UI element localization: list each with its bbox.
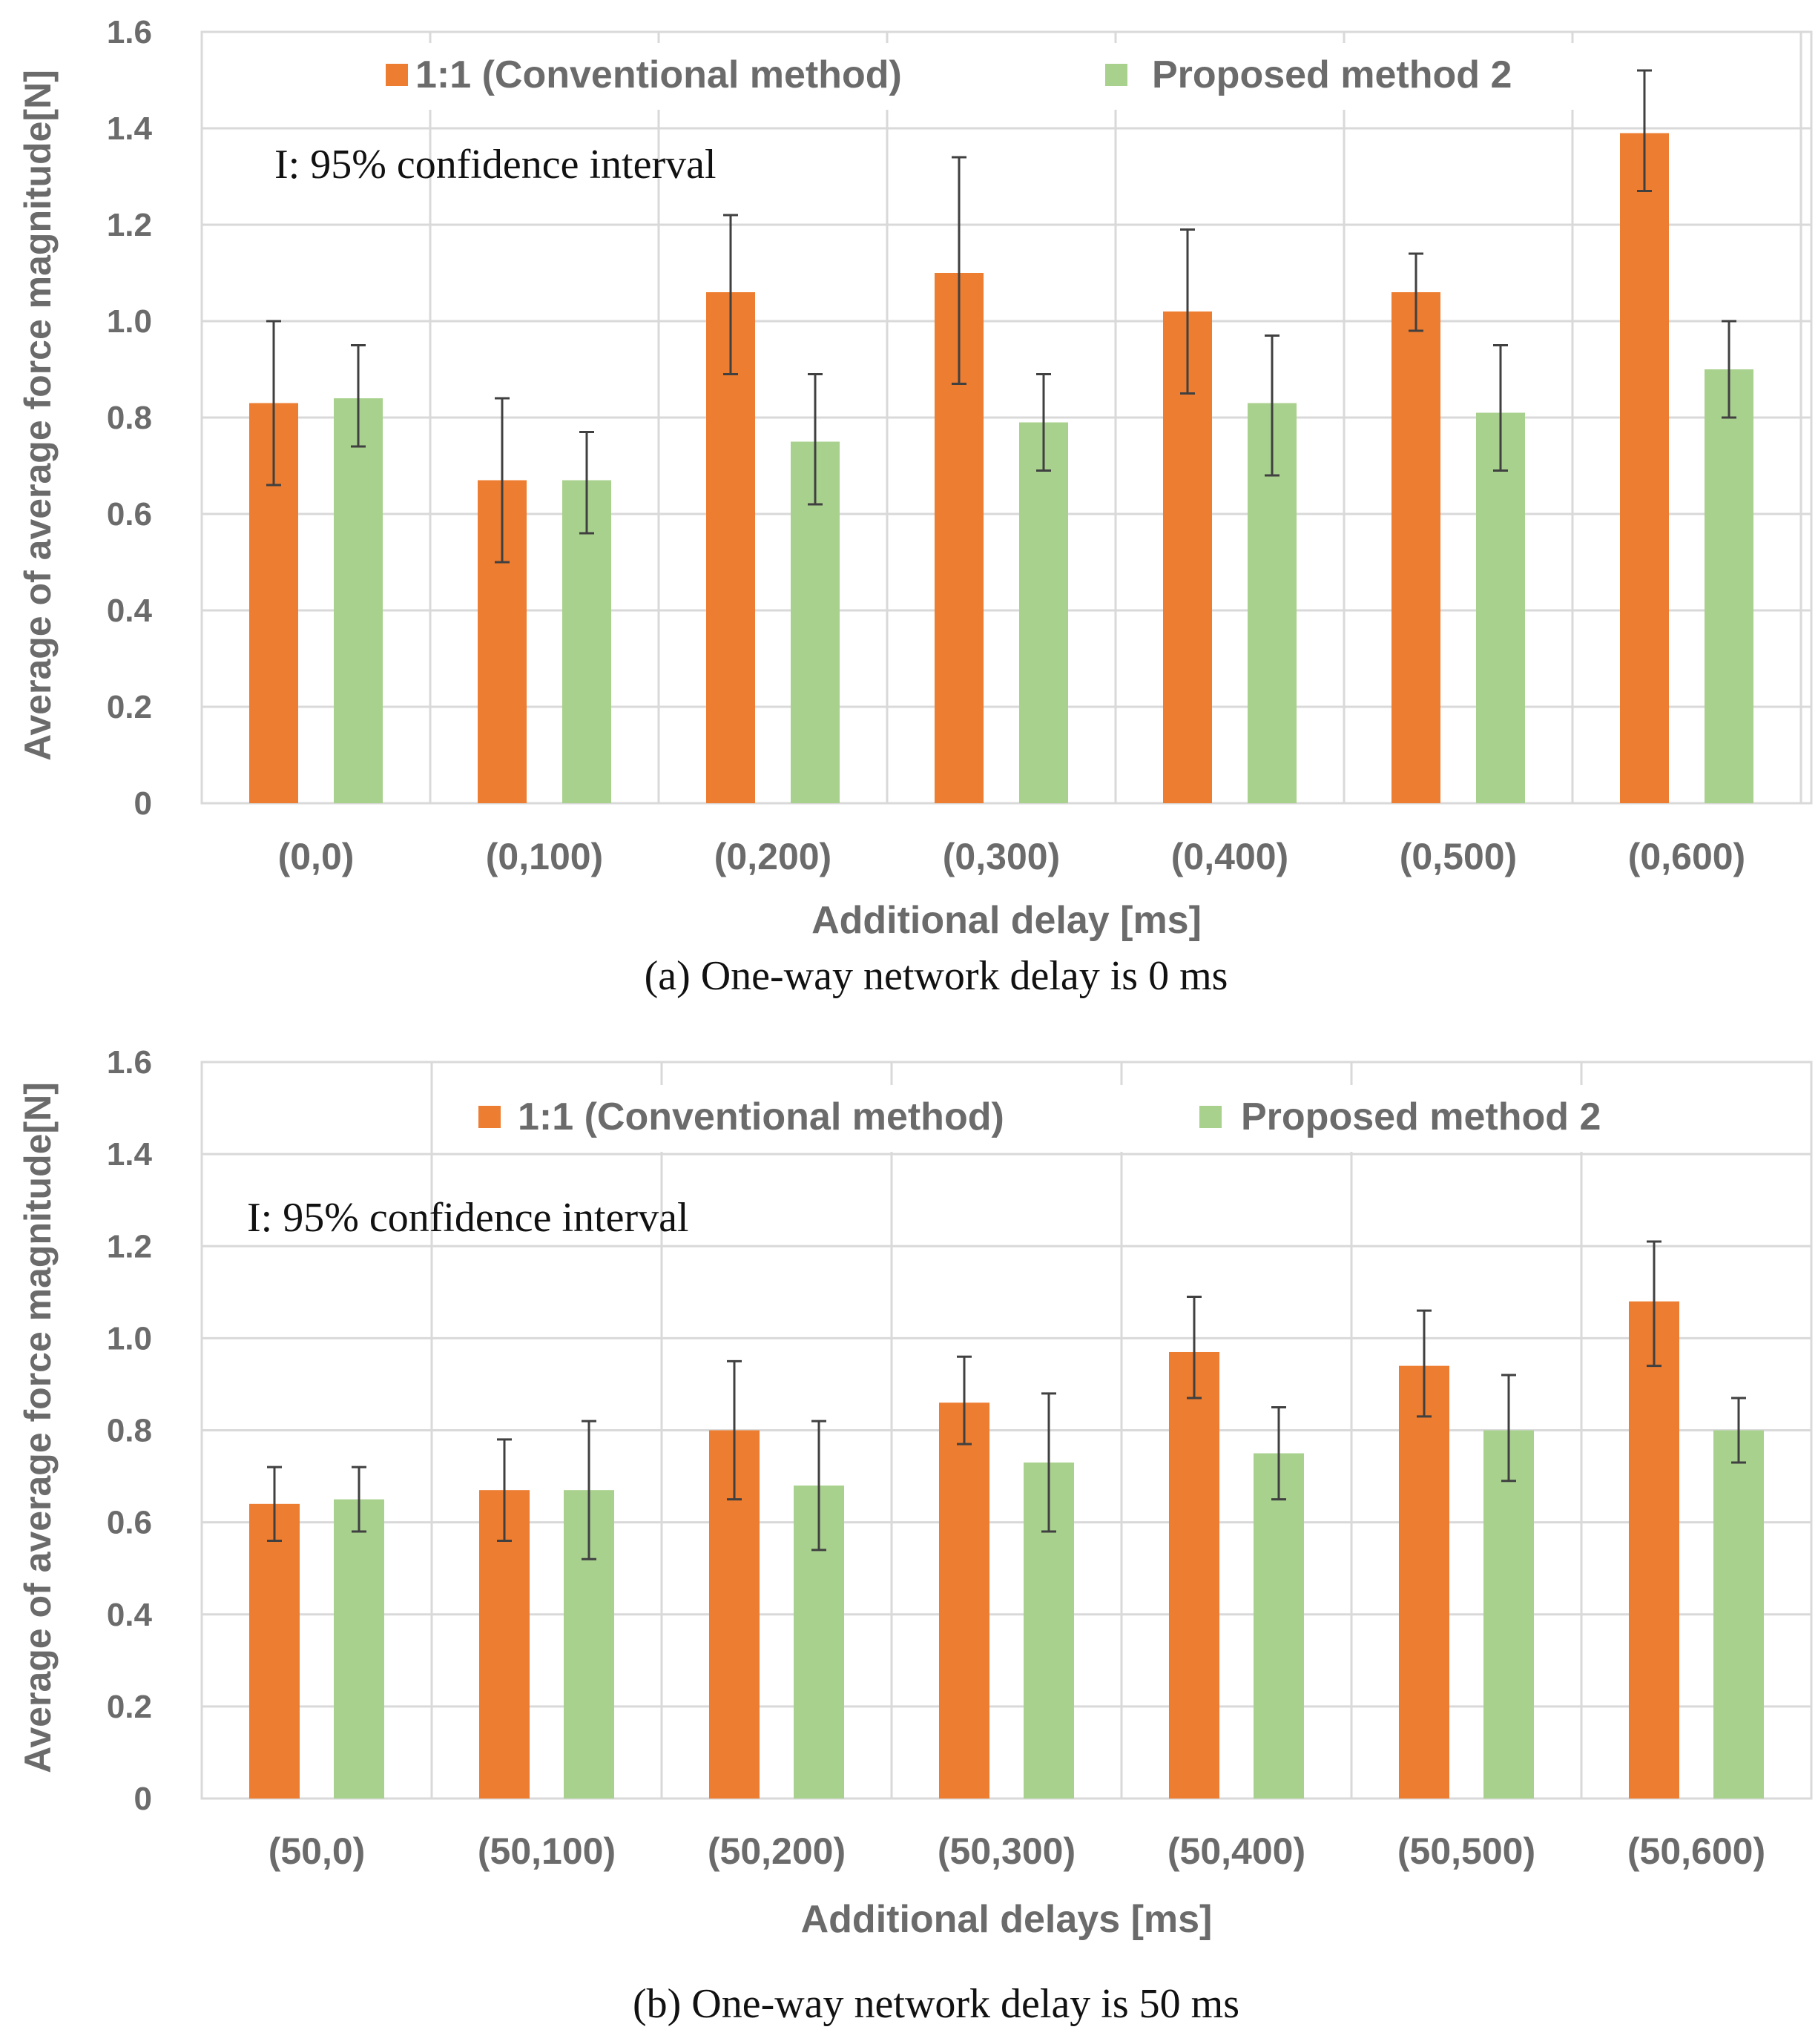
bar-conventional-(0,500) — [1392, 292, 1440, 803]
bar-proposed-(0,0) — [334, 398, 383, 803]
bar-proposed-(50,500) — [1483, 1430, 1534, 1799]
legend-label-conventional: 1:1 (Conventional method) — [415, 53, 902, 96]
y-tick-label: 0 — [134, 1781, 152, 1817]
y-tick-label: 1.6 — [107, 14, 152, 50]
x-tick-label: (0,500) — [1400, 836, 1517, 877]
bar-conventional-(50,400) — [1169, 1351, 1219, 1799]
legend-background — [464, 1085, 1695, 1152]
y-tick-label: 0.2 — [107, 689, 152, 725]
x-tick-label: (0,600) — [1628, 836, 1745, 877]
y-tick-label: 0.8 — [107, 1413, 152, 1449]
y-tick-label: 0 — [134, 785, 152, 822]
bar-proposed-(0,600) — [1705, 369, 1753, 803]
bar-conventional-(50,600) — [1629, 1301, 1679, 1799]
confidence-note: I: 95% confidence interval — [274, 142, 717, 188]
bar-proposed-(50,0) — [334, 1499, 384, 1799]
x-tick-label: (50,200) — [708, 1830, 846, 1872]
legend-swatch-conventional — [478, 1106, 501, 1128]
y-tick-label: 0.8 — [107, 400, 152, 436]
bar-conventional-(0,200) — [706, 292, 755, 803]
bar-conventional-(50,300) — [939, 1402, 989, 1799]
x-tick-label: (50,500) — [1397, 1830, 1535, 1872]
chart-panel-b: 0 0.2 0.4 0.6 0.8 1.0 1.2 1.4 1.6 (50,0) (50,100) (… — [17, 1044, 1813, 2027]
figure-caption: (a) One-way network delay is 0 ms — [645, 953, 1228, 999]
x-tick-label: (50,100) — [478, 1830, 616, 1872]
legend-label-proposed: Proposed method 2 — [1152, 53, 1512, 96]
y-tick-label: 0.2 — [107, 1689, 152, 1725]
x-tick-label: (0,200) — [714, 836, 831, 877]
y-axis-title: Average of average force magnitude[N] — [17, 1082, 59, 1773]
y-tick-label: 1.4 — [107, 1136, 153, 1173]
y-tick-label: 0.4 — [107, 593, 153, 629]
legend-swatch-proposed — [1199, 1106, 1222, 1128]
bar-proposed-(0,500) — [1476, 412, 1525, 803]
x-axis-title: Additional delays [ms] — [801, 1898, 1213, 1941]
bar-proposed-(0,300) — [1019, 422, 1068, 803]
x-tick-label: (50,0) — [269, 1830, 366, 1872]
legend-label-proposed: Proposed method 2 — [1241, 1095, 1601, 1138]
y-tick-label: 1.4 — [107, 111, 153, 147]
bar-proposed-(50,600) — [1713, 1430, 1764, 1799]
y-axis-title: Average of average force magnitude[N] — [17, 70, 59, 761]
figure-caption: (b) One-way network delay is 50 ms — [633, 1981, 1239, 2027]
y-tick-label: 0.6 — [107, 1505, 152, 1541]
legend-swatch-proposed — [1105, 64, 1127, 86]
y-tick-label: 1.6 — [107, 1044, 152, 1081]
chart-panel-a: 0 0.2 0.4 0.6 0.8 1.0 1.2 1.4 1.6 (0,0) (0,100) (0,… — [17, 14, 1813, 999]
bar-conventional-(50,0) — [249, 1503, 300, 1799]
y-tick-label: 1.0 — [107, 1320, 152, 1356]
legend-background — [371, 43, 1602, 110]
bar-proposed-(50,400) — [1254, 1453, 1304, 1799]
y-tick-label: 1.0 — [107, 303, 152, 340]
confidence-note: I: 95% confidence interval — [247, 1195, 689, 1241]
x-tick-label: (50,400) — [1167, 1830, 1305, 1872]
x-tick-label: (0,0) — [278, 836, 355, 877]
bar-conventional-(0,600) — [1620, 133, 1669, 803]
x-tick-label: (0,100) — [486, 836, 603, 877]
y-tick-label: 0.4 — [107, 1597, 153, 1633]
legend-swatch-conventional — [386, 64, 408, 86]
y-tick-label: 0.6 — [107, 496, 152, 533]
y-tick-label: 1.2 — [107, 207, 152, 243]
y-tick-label: 1.2 — [107, 1228, 152, 1265]
x-axis-title: Additional delay [ms] — [811, 899, 1202, 942]
x-tick-label: (0,300) — [943, 836, 1060, 877]
x-tick-label: (0,400) — [1171, 836, 1288, 877]
x-tick-label: (50,600) — [1627, 1830, 1765, 1872]
legend-label-conventional: 1:1 (Conventional method) — [518, 1095, 1004, 1138]
bar-conventional-(50,500) — [1399, 1365, 1449, 1799]
x-tick-label: (50,300) — [938, 1830, 1076, 1872]
